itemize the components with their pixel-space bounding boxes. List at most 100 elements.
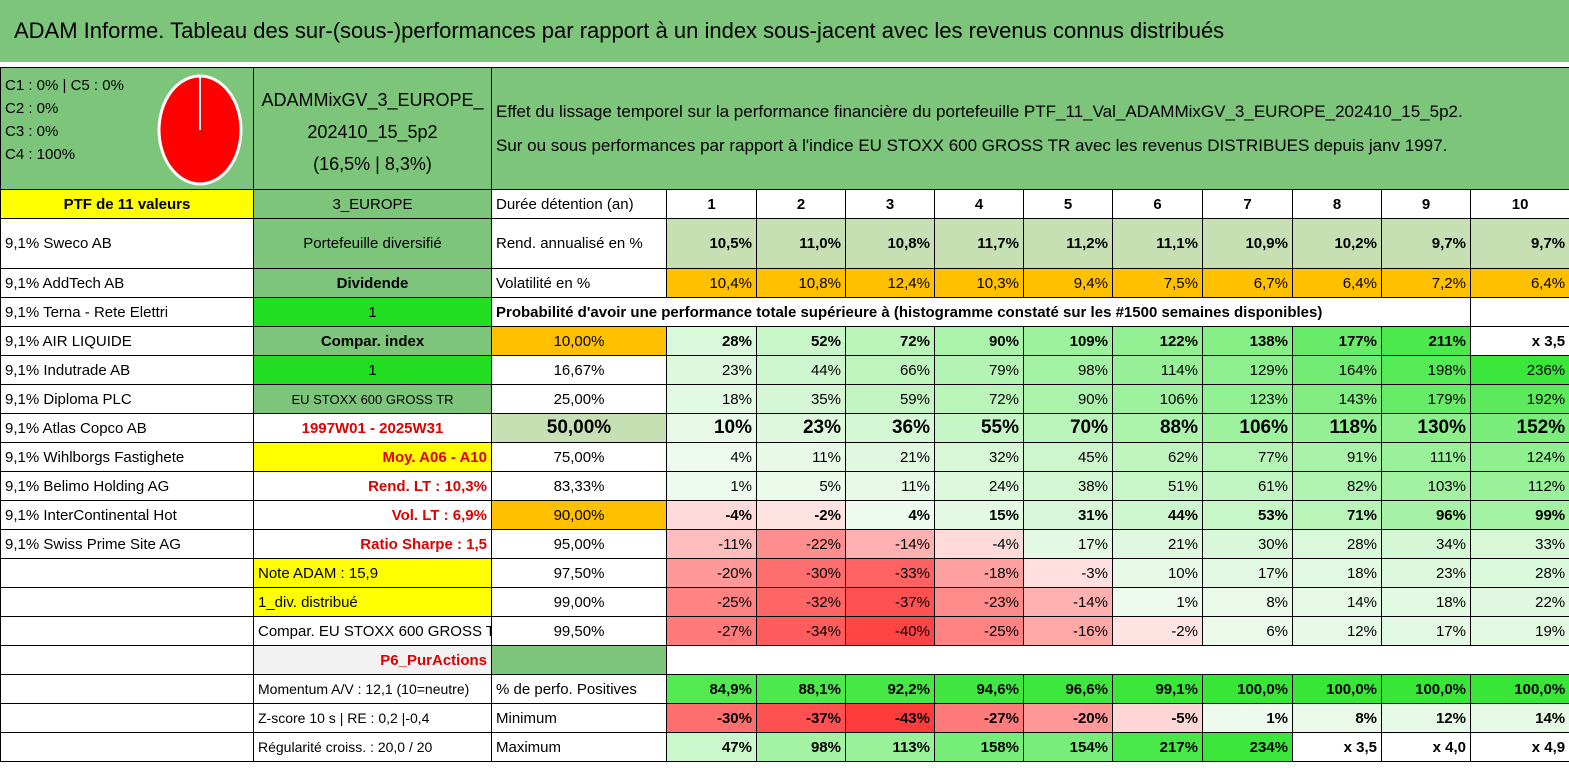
- table-row: Compar. EU STOXX 600 GROSS TR 99,50% -27% -…: [0, 616, 1569, 646]
- probability-value: -37%: [845, 587, 935, 617]
- probability-value: 17%: [1202, 558, 1293, 588]
- probability-value: 164%: [1292, 355, 1382, 385]
- rend-value: 10,9%: [1202, 218, 1293, 269]
- minimum-value: 1%: [1202, 703, 1293, 733]
- vol-value: 6,4%: [1469, 268, 1569, 298]
- probability-value: 6%: [1202, 616, 1293, 646]
- table-row: 9,1% Swiss Prime Site AG Ratio Sharpe : 1…: [0, 529, 1569, 559]
- fund-name-cell: ADAMMixGV_3_EUROPE_202410_15_5p2 (16,5% …: [253, 67, 492, 190]
- probability-value: 17%: [1023, 529, 1113, 559]
- probability-value: -34%: [756, 616, 846, 646]
- maximum-value: 217%: [1112, 732, 1203, 762]
- holding-name: 9,1% Diploma PLC: [0, 384, 254, 414]
- probability-value: 4%: [845, 500, 935, 530]
- probability-value: 10%: [666, 413, 757, 443]
- probability-value: 45%: [1023, 442, 1113, 472]
- vol-value: 10,4%: [666, 268, 757, 298]
- probability-value: 52%: [756, 326, 846, 356]
- probability-value: 114%: [1112, 355, 1203, 385]
- probability-value: 109%: [1023, 326, 1113, 356]
- empty-cell: [491, 645, 667, 675]
- comparison-index: Compar. EU STOXX 600 GROSS TR: [253, 616, 492, 646]
- probability-threshold: 25,00%: [491, 384, 667, 414]
- rend-value: 11,1%: [1112, 218, 1203, 269]
- holding-name: 9,1% InterContinental Hot: [0, 500, 254, 530]
- probability-value: 99%: [1469, 500, 1569, 530]
- empty-cell: [0, 703, 254, 733]
- rend-value: 9,7%: [1381, 218, 1471, 269]
- positives-value: 100,0%: [1469, 674, 1569, 704]
- table-row: 1_div. distribué 99,00% -25% -32% -37% -23% -1…: [0, 587, 1569, 617]
- minimum-value: 12%: [1381, 703, 1471, 733]
- minimum-value: -43%: [845, 703, 935, 733]
- holding-name: 9,1% Wihlborgs Fastighete: [0, 442, 254, 472]
- year-header: 2: [756, 189, 846, 219]
- pie-legend-item: C1 : 0% | C5 : 0%: [5, 77, 124, 94]
- rend-value: 10,8%: [845, 218, 935, 269]
- probability-value: 30%: [1202, 529, 1293, 559]
- probability-value: 8%: [1202, 587, 1293, 617]
- vol-label: Volatilité en %: [491, 268, 667, 298]
- vol-value: 7,2%: [1381, 268, 1471, 298]
- probability-value: 5%: [756, 471, 846, 501]
- positives-value: 88,1%: [756, 674, 846, 704]
- probability-value: 32%: [934, 442, 1024, 472]
- probability-value: 72%: [934, 384, 1024, 414]
- probability-value: x 3,5: [1469, 326, 1569, 356]
- probability-value: 118%: [1292, 413, 1382, 443]
- report-table: C1 : 0% | C5 : 0% C2 : 0% C3 : 0% C4 : 1…: [0, 67, 1569, 762]
- probability-value: 198%: [1381, 355, 1471, 385]
- dividend-info: 1_div. distribué: [253, 587, 492, 617]
- probability-value: 1%: [666, 471, 757, 501]
- probability-value: 79%: [934, 355, 1024, 385]
- empty-cell: [667, 646, 1569, 675]
- positives-value: 92,2%: [845, 674, 935, 704]
- probability-value: -27%: [666, 616, 757, 646]
- probability-value: 22%: [1469, 587, 1569, 617]
- maximum-value: 234%: [1202, 732, 1293, 762]
- probability-value: 129%: [1202, 355, 1293, 385]
- table-row: 9,1% InterContinental Hot Vol. LT : 6,9% 9…: [0, 500, 1569, 530]
- year-header: 4: [934, 189, 1024, 219]
- probability-value: 12%: [1292, 616, 1382, 646]
- probability-value: 77%: [1202, 442, 1293, 472]
- probability-value: 34%: [1381, 529, 1471, 559]
- probability-value: 179%: [1381, 384, 1471, 414]
- year-header: 7: [1202, 189, 1293, 219]
- pie-legend-item: C4 : 100%: [5, 146, 76, 163]
- portfolio-header: PTF de 11 valeurs: [0, 189, 254, 219]
- probability-value: 18%: [666, 384, 757, 414]
- probability-value: -3%: [1023, 558, 1113, 588]
- fund-name: ADAMMixGV_3_EUROPE_202410_15_5p2: [261, 89, 484, 142]
- positives-value: 100,0%: [1292, 674, 1382, 704]
- maximum-value: 154%: [1023, 732, 1113, 762]
- probability-value: 91%: [1292, 442, 1382, 472]
- fund-zone: 3_EUROPE: [253, 189, 492, 219]
- rend-value: 11,7%: [934, 218, 1024, 269]
- probability-value: 15%: [934, 500, 1024, 530]
- probability-threshold: 99,00%: [491, 587, 667, 617]
- probability-value: 106%: [1202, 413, 1293, 443]
- vol-value: 10,3%: [934, 268, 1024, 298]
- probability-value: 90%: [934, 326, 1024, 356]
- probability-value: 88%: [1112, 413, 1203, 443]
- probability-value: 72%: [845, 326, 935, 356]
- probability-value: 61%: [1202, 471, 1293, 501]
- description-line-2: Sur ou sous performances par rapport à l…: [496, 135, 1448, 155]
- probability-value: 138%: [1202, 326, 1293, 356]
- empty-cell: [0, 732, 254, 762]
- probability-value: 10%: [1112, 558, 1203, 588]
- probability-value: -25%: [934, 616, 1024, 646]
- table-row: Momentum A/V : 12,1 (10=neutre)% de perf…: [0, 674, 1569, 704]
- positives-value: 100,0%: [1381, 674, 1471, 704]
- pie-legend-item: C3 : 0%: [5, 123, 59, 140]
- probability-value: -2%: [1112, 616, 1203, 646]
- probability-value: 28%: [1292, 529, 1382, 559]
- probability-value: 18%: [1292, 558, 1382, 588]
- allocation-pie-chart: [157, 74, 243, 186]
- rend-value: 10,5%: [666, 218, 757, 269]
- probability-value: 71%: [1292, 500, 1382, 530]
- rend-label: Rend. annualisé en %: [491, 218, 667, 269]
- maximum-value: 98%: [756, 732, 846, 762]
- probability-value: -40%: [845, 616, 935, 646]
